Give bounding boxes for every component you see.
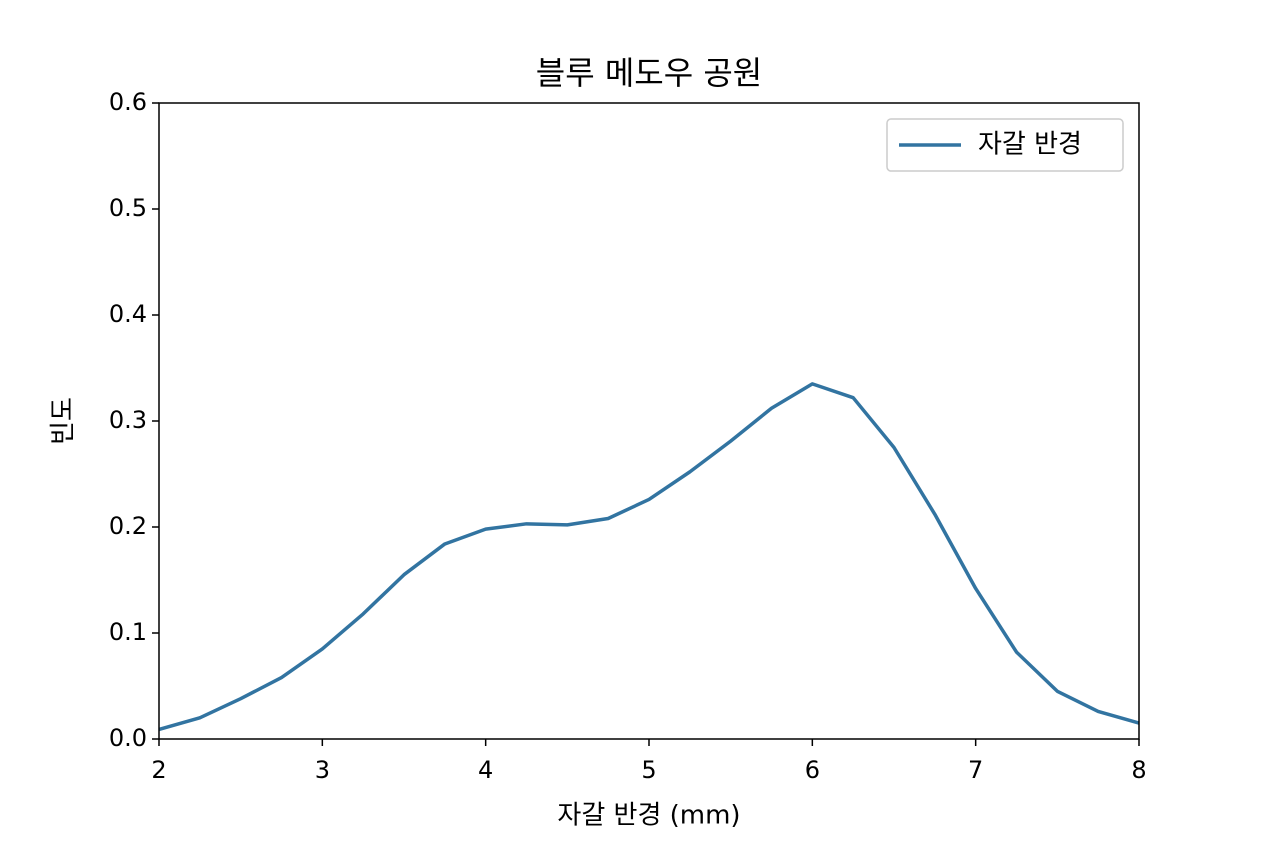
y-tick-label: 0.6 — [109, 88, 147, 116]
x-tick-label: 6 — [805, 756, 820, 784]
y-tick-label: 0.5 — [109, 194, 147, 222]
x-tick-label: 7 — [968, 756, 983, 784]
chart-title: 블루 메도우 공원 — [536, 54, 762, 92]
legend-box — [886, 118, 1124, 172]
y-tick-label: 0.0 — [109, 724, 147, 752]
line — [158, 382, 1140, 732]
y-tick-label: 0.1 — [109, 618, 147, 646]
x-tick-label: 3 — [315, 756, 330, 784]
x-tick-label: 2 — [151, 756, 166, 784]
y-axis-label: 빈도 — [49, 397, 79, 445]
y-tick-label: 0.4 — [109, 300, 147, 328]
y-tick-label: 0.3 — [109, 406, 147, 434]
y-tick-label: 0.2 — [109, 512, 147, 540]
x-tick-label: 8 — [1131, 756, 1146, 784]
x-tick-label: 5 — [641, 756, 656, 784]
legend-label: 자갈 반경 — [978, 130, 1082, 160]
x-axis-label: 자갈 반경 (mm) — [557, 801, 740, 831]
x-tick-label: 4 — [478, 756, 493, 784]
plot-frame — [158, 102, 1140, 740]
